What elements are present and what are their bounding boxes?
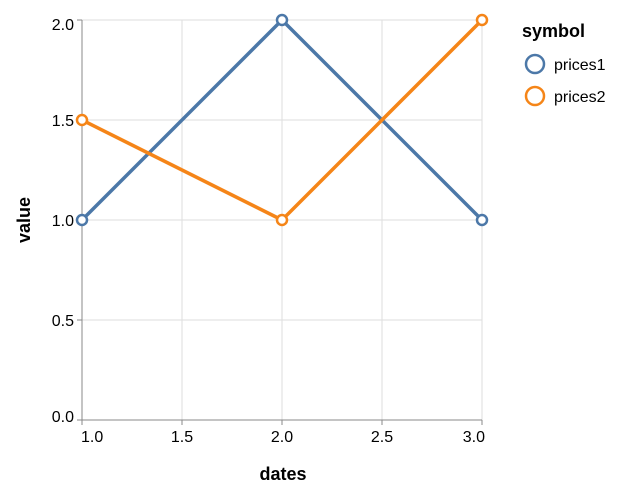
x-tick-label: 1.5 — [171, 429, 193, 446]
data-point-prices2 — [275, 213, 289, 227]
y-tick-label: 1.5 — [52, 113, 74, 130]
legend-symbol — [524, 53, 546, 75]
x-tick-label: 3.0 — [463, 429, 485, 446]
y-axis-title: value — [14, 197, 34, 243]
y-tick-label: 1.0 — [52, 213, 74, 230]
axes: 1.0 1.5 2.0 2.5 3.0 0.0 0.5 1.0 1.5 2.0 — [52, 17, 485, 446]
data-point-prices2 — [475, 13, 489, 27]
y-tick-label: 0.5 — [52, 313, 74, 330]
legend-label: prices2 — [554, 89, 606, 106]
data-point-prices2 — [75, 113, 89, 127]
legend-label: prices1 — [554, 57, 606, 74]
legend: symbol prices1 prices2 — [522, 21, 606, 107]
legend-item-prices1: prices1 — [524, 53, 606, 75]
data-point-prices1 — [475, 213, 489, 227]
data-point-prices1 — [75, 213, 89, 227]
x-tick-label: 2.5 — [371, 429, 393, 446]
legend-title: symbol — [522, 21, 585, 41]
y-tick-label: 2.0 — [52, 17, 74, 34]
data-point-prices1 — [275, 13, 289, 27]
series — [75, 13, 489, 227]
y-tick-label: 0.0 — [52, 409, 74, 426]
x-tick-label: 1.0 — [81, 429, 103, 446]
legend-symbol — [524, 85, 546, 107]
legend-items: prices1 prices2 — [524, 53, 606, 107]
series-prices2 — [75, 13, 489, 227]
x-axis-title: dates — [259, 464, 306, 484]
legend-item-prices2: prices2 — [524, 85, 606, 107]
x-tick-label: 2.0 — [271, 429, 293, 446]
